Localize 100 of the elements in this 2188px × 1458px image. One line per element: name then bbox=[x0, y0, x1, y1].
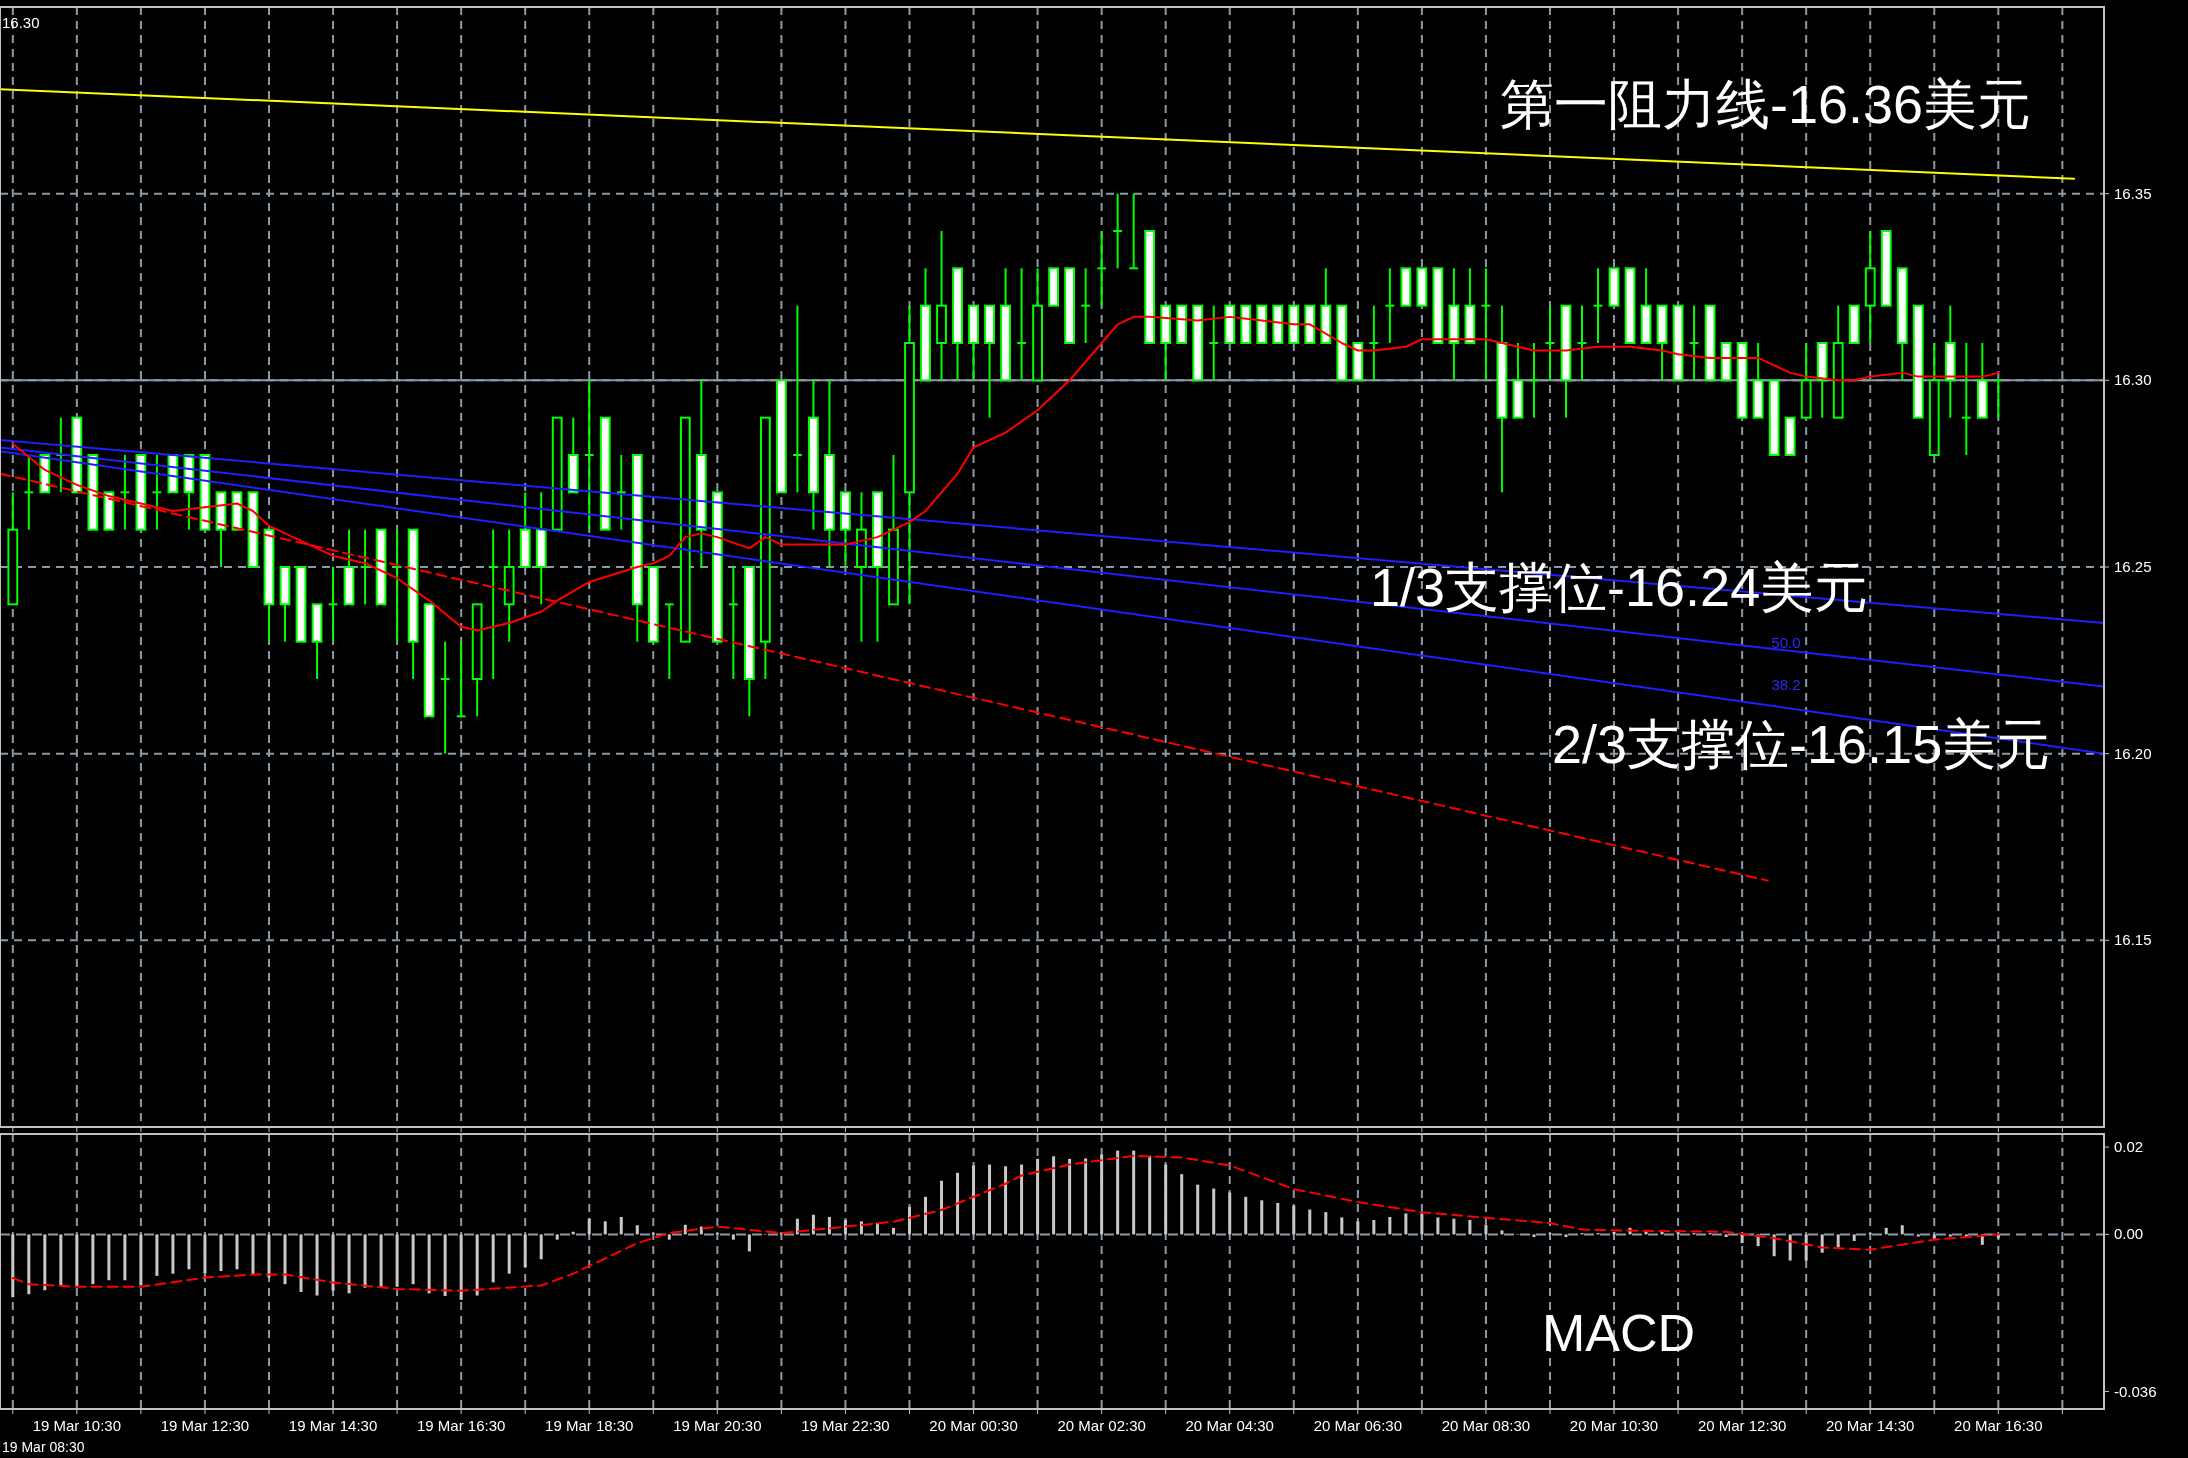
bar bbox=[1788, 1234, 1792, 1261]
candlestick bbox=[1096, 230, 1108, 307]
candlestick bbox=[439, 640, 451, 755]
bar bbox=[283, 1234, 287, 1285]
bar bbox=[155, 1234, 159, 1276]
bar bbox=[587, 1218, 591, 1235]
bar bbox=[251, 1234, 255, 1275]
annotation: 第一阻力线-16.36美元 bbox=[1500, 74, 2032, 134]
bar bbox=[459, 1234, 463, 1300]
bar bbox=[1900, 1225, 1904, 1235]
bar bbox=[1884, 1227, 1888, 1235]
bar bbox=[811, 1214, 815, 1235]
y-tick-label: 0.02 bbox=[2114, 1138, 2144, 1156]
x-tick-label: 19 Mar 18:30 bbox=[545, 1417, 634, 1434]
bar bbox=[1404, 1213, 1408, 1235]
bar bbox=[747, 1234, 751, 1252]
bar bbox=[1196, 1184, 1200, 1235]
annotation: MACD bbox=[1542, 1304, 1696, 1362]
annotation: 16.30 bbox=[2, 14, 40, 31]
bar bbox=[1340, 1217, 1344, 1235]
bar bbox=[347, 1234, 351, 1294]
candlestick bbox=[1112, 192, 1124, 270]
bar bbox=[1020, 1164, 1024, 1235]
bar bbox=[219, 1234, 223, 1272]
bar bbox=[139, 1234, 143, 1286]
candlestick bbox=[1016, 267, 1027, 382]
bar bbox=[1436, 1217, 1440, 1235]
y-tick-label: 0.00 bbox=[2114, 1225, 2144, 1243]
x-tick-label: 19 Mar 14:30 bbox=[288, 1417, 378, 1434]
bar bbox=[635, 1225, 639, 1235]
bar bbox=[171, 1234, 175, 1274]
annotation: 50.0 bbox=[1771, 634, 1801, 651]
bar bbox=[859, 1221, 863, 1235]
candlestick bbox=[615, 454, 627, 531]
bar bbox=[907, 1206, 911, 1235]
x-tick-label: 20 Mar 08:30 bbox=[1441, 1417, 1531, 1434]
candlestick bbox=[119, 454, 131, 531]
candlestick bbox=[1384, 267, 1396, 344]
bar bbox=[1132, 1150, 1136, 1235]
bar bbox=[267, 1234, 271, 1278]
candlestick bbox=[792, 304, 803, 494]
bar bbox=[1148, 1155, 1152, 1235]
bar bbox=[1772, 1234, 1776, 1257]
bar bbox=[91, 1234, 95, 1285]
bar bbox=[619, 1216, 623, 1235]
candlestick bbox=[1992, 379, 2004, 419]
y-tick-label: 16.15 bbox=[2114, 931, 2152, 949]
bar bbox=[1004, 1166, 1008, 1235]
bar bbox=[1836, 1234, 1840, 1248]
bar bbox=[123, 1234, 127, 1281]
bar bbox=[203, 1234, 207, 1274]
bar bbox=[1388, 1216, 1392, 1235]
bar bbox=[75, 1234, 79, 1287]
x-tick-label: 20 Mar 10:30 bbox=[1569, 1417, 1659, 1434]
bar bbox=[1420, 1213, 1424, 1235]
bar bbox=[1100, 1154, 1104, 1235]
bar bbox=[1916, 1234, 1920, 1237]
bar bbox=[427, 1234, 431, 1294]
bar bbox=[603, 1221, 607, 1235]
bar bbox=[1356, 1221, 1360, 1235]
bar bbox=[411, 1234, 415, 1285]
bar bbox=[1212, 1188, 1216, 1235]
bar bbox=[1052, 1156, 1056, 1235]
x-tick-label: 20 Mar 16:30 bbox=[1954, 1417, 2043, 1434]
y-tick-label: 16.20 bbox=[2114, 744, 2152, 762]
bar bbox=[1948, 1234, 1952, 1237]
y-tick-label: 16.30 bbox=[2114, 371, 2152, 389]
bar bbox=[1484, 1225, 1488, 1235]
bar bbox=[331, 1234, 335, 1291]
bar bbox=[379, 1234, 383, 1287]
bar bbox=[1500, 1230, 1504, 1235]
bar bbox=[1932, 1234, 1936, 1239]
y-tick-label: -0.036 bbox=[2114, 1382, 2157, 1400]
bar bbox=[731, 1234, 735, 1240]
bar bbox=[555, 1234, 559, 1240]
bar bbox=[507, 1234, 511, 1274]
x-tick-label: 20 Mar 06:30 bbox=[1313, 1417, 1403, 1434]
x-tick-label: 19 Mar 10:30 bbox=[32, 1417, 122, 1434]
bar bbox=[891, 1227, 895, 1235]
candlestick bbox=[1960, 342, 1972, 456]
bar bbox=[924, 1196, 927, 1235]
bar bbox=[1276, 1202, 1280, 1235]
bar bbox=[1228, 1192, 1232, 1235]
text: 19 Mar 08:30 bbox=[2, 1439, 85, 1455]
candlestick bbox=[1128, 192, 1140, 270]
bar bbox=[1084, 1158, 1088, 1235]
bar bbox=[1260, 1200, 1264, 1235]
bar bbox=[1180, 1174, 1184, 1235]
bar bbox=[1292, 1205, 1296, 1235]
bar bbox=[27, 1234, 31, 1295]
candlestick bbox=[1080, 267, 1092, 344]
y-tick-label: 16.35 bbox=[2114, 184, 2152, 202]
candlestick bbox=[1368, 304, 1380, 382]
annotation: 38.2 bbox=[1771, 676, 1801, 693]
x-tick-label: 19 Mar 16:30 bbox=[416, 1417, 506, 1434]
candlestick bbox=[391, 528, 403, 643]
x-tick-label: 20 Mar 02:30 bbox=[1057, 1417, 1146, 1434]
bar bbox=[1804, 1234, 1808, 1261]
bar bbox=[299, 1234, 303, 1293]
bar bbox=[827, 1216, 831, 1235]
